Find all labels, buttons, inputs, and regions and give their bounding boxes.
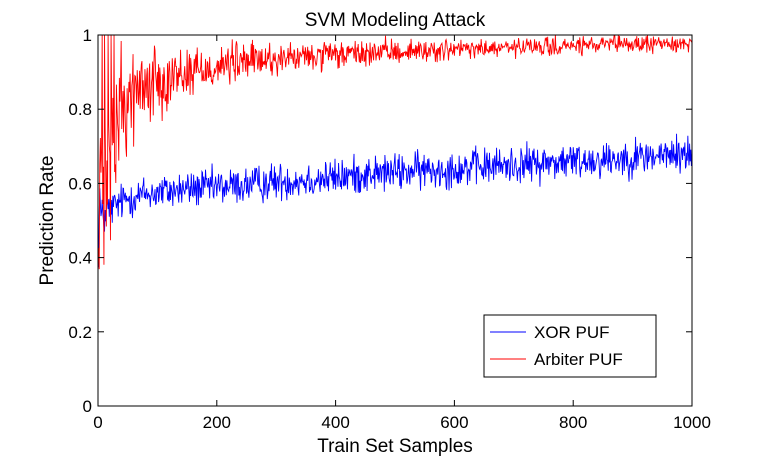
axes-box (97, 34, 693, 407)
y-tick-label: 0.8 (68, 100, 92, 119)
x-tick-label: 800 (559, 413, 587, 432)
chart-title: SVM Modeling Attack (305, 10, 486, 31)
y-tick-label: 1 (83, 26, 92, 45)
plot-area (98, 35, 692, 270)
x-tick-label: 0 (93, 413, 102, 432)
x-tick-label: 1000 (673, 413, 711, 432)
legend-box (483, 314, 657, 378)
x-tick-label: 400 (321, 413, 349, 432)
y-axis-label: Prediction Rate (37, 156, 58, 286)
y-tick-label: 0.2 (68, 323, 92, 342)
x-axis-label: Train Set Samples (317, 436, 473, 457)
x-tick-label: 600 (440, 413, 468, 432)
ticks: 0 200 400 600 800 1000 0 0.2 0.4 0.6 0.8 1 (68, 26, 711, 432)
legend-label: XOR PUF (534, 323, 610, 342)
legend: XOR PUF Arbiter PUF (483, 314, 657, 378)
x-tick-label: 200 (203, 413, 231, 432)
y-tick-label: 0 (83, 397, 92, 416)
y-tick-label: 0.6 (68, 174, 92, 193)
legend-label: Arbiter PUF (534, 350, 623, 369)
series-line-arbiter-puf (98, 35, 692, 270)
series-line-xor-puf (98, 133, 692, 268)
y-tick-label: 0.4 (68, 249, 92, 268)
